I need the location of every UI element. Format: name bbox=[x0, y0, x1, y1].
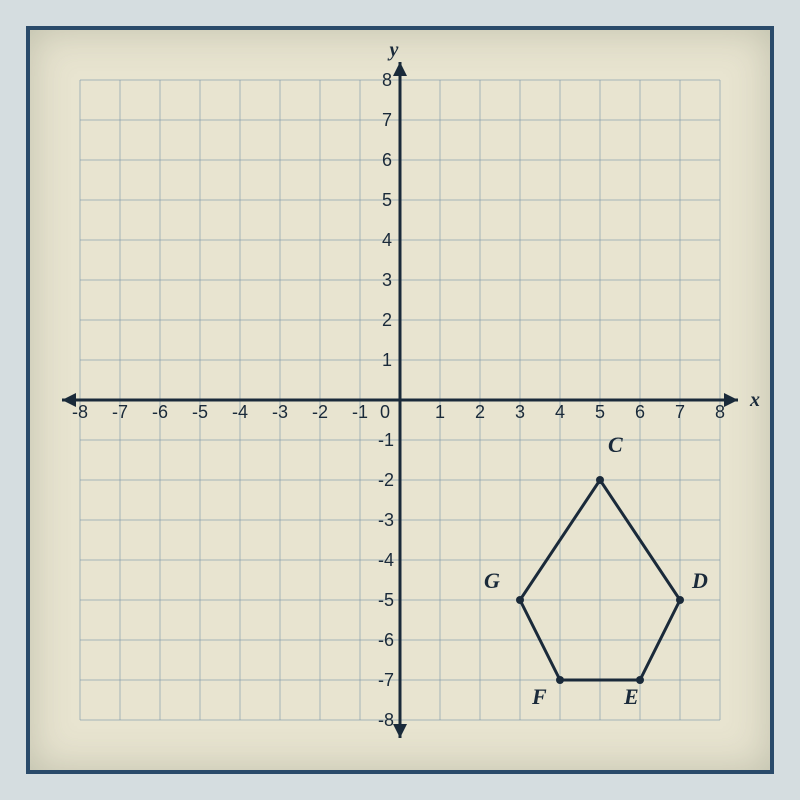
y-tick-label: 5 bbox=[382, 190, 392, 210]
y-tick-label: ‑5 bbox=[378, 590, 394, 610]
vertex-dot bbox=[596, 476, 604, 484]
x-tick-label: 2 bbox=[475, 402, 485, 422]
vertex-dot bbox=[556, 676, 564, 684]
x-tick-label: ‑5 bbox=[192, 402, 208, 422]
x-tick-label: 7 bbox=[675, 402, 685, 422]
graph-frame: ‑8 ‑7 ‑6 ‑5 ‑4 ‑3 ‑2 ‑1 1 2 3 4 5 6 7 8 1 2 3 4 5 6 7 8 ‑8 ‑7 ‑6 ‑5… bbox=[26, 26, 774, 774]
vertex-label-D: D bbox=[691, 568, 708, 593]
vertex-dot bbox=[676, 596, 684, 604]
y-tick-label: 6 bbox=[382, 150, 392, 170]
y-tick-label: 1 bbox=[382, 350, 392, 370]
x-tick-label: ‑4 bbox=[232, 402, 248, 422]
x-axis-arrow-right bbox=[724, 393, 738, 407]
x-tick-label: ‑2 bbox=[312, 402, 328, 422]
x-tick-label: ‑8 bbox=[72, 402, 88, 422]
y-axis-label: y bbox=[388, 39, 399, 61]
y-tick-label: 7 bbox=[382, 110, 392, 130]
y-tick-label: ‑1 bbox=[378, 430, 394, 450]
x-tick-label: 4 bbox=[555, 402, 565, 422]
y-tick-label: ‑3 bbox=[378, 510, 394, 530]
vertex-label-C: C bbox=[608, 432, 623, 457]
y-tick-label: 2 bbox=[382, 310, 392, 330]
vertex-dot bbox=[636, 676, 644, 684]
x-tick-label: 5 bbox=[595, 402, 605, 422]
x-tick-label: 8 bbox=[715, 402, 725, 422]
x-tick-label: 6 bbox=[635, 402, 645, 422]
x-tick-label: ‑1 bbox=[352, 402, 368, 422]
y-tick-label: ‑7 bbox=[378, 670, 394, 690]
y-tick-label: ‑6 bbox=[378, 630, 394, 650]
x-tick-label: 3 bbox=[515, 402, 525, 422]
vertex-dot bbox=[516, 596, 524, 604]
y-tick-label: 4 bbox=[382, 230, 392, 250]
y-tick-label: ‑4 bbox=[378, 550, 394, 570]
y-tick-label: ‑2 bbox=[378, 470, 394, 490]
x-tick-label: ‑6 bbox=[152, 402, 168, 422]
x-axis-label: x bbox=[749, 389, 760, 411]
vertex-label-E: E bbox=[623, 684, 639, 709]
x-tick-label: ‑7 bbox=[112, 402, 128, 422]
y-tick-label: 8 bbox=[382, 70, 392, 90]
y-tick-label: ‑8 bbox=[378, 710, 394, 730]
y-tick-label: 3 bbox=[382, 270, 392, 290]
x-tick-label: 1 bbox=[435, 402, 445, 422]
vertex-label-F: F bbox=[531, 684, 547, 709]
vertex-label-G: G bbox=[484, 568, 500, 593]
y-axis-arrow-down bbox=[393, 724, 407, 738]
x-tick-label: ‑3 bbox=[272, 402, 288, 422]
coordinate-grid: ‑8 ‑7 ‑6 ‑5 ‑4 ‑3 ‑2 ‑1 1 2 3 4 5 6 7 8 1 2 3 4 5 6 7 8 ‑8 ‑7 ‑6 ‑5… bbox=[30, 30, 770, 770]
origin-label: 0 bbox=[380, 402, 390, 422]
y-axis-arrow-up bbox=[393, 62, 407, 76]
